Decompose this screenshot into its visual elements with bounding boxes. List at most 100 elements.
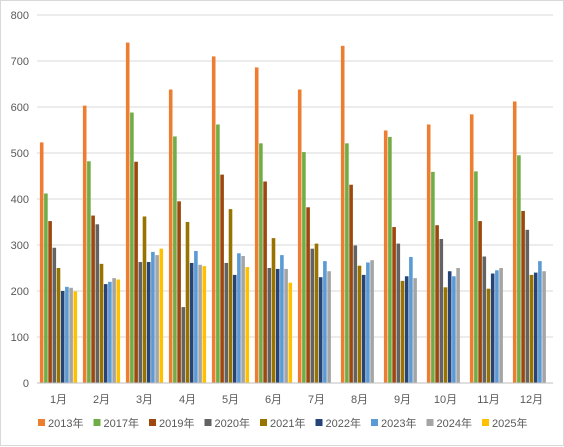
bar — [538, 261, 542, 383]
bar — [228, 209, 233, 383]
bar — [345, 143, 349, 383]
bar — [533, 272, 538, 383]
bar — [490, 273, 495, 383]
bar — [499, 268, 503, 383]
x-tick-label: 8月 — [351, 394, 368, 406]
legend: 2013年 2017年 2019年 2020年 2021年 2022年 2023年 2024年… — [38, 416, 527, 430]
legend-label: 2023年 — [381, 416, 416, 430]
bar — [155, 255, 159, 383]
bar — [318, 277, 323, 383]
bar — [323, 261, 327, 383]
bars — [39, 42, 546, 384]
bar — [254, 67, 259, 383]
legend-label: 2022年 — [326, 416, 361, 430]
bar — [267, 268, 272, 383]
bar — [112, 278, 116, 383]
bar — [542, 271, 546, 383]
bar — [452, 276, 456, 383]
bar — [224, 262, 229, 383]
bar — [361, 274, 366, 383]
bar — [521, 210, 525, 383]
bar — [426, 124, 431, 383]
legend-label: 2020年 — [215, 416, 250, 430]
bar — [383, 130, 388, 383]
x-tick-label: 6月 — [265, 394, 282, 406]
bar — [271, 238, 276, 383]
y-tick-label: 200 — [11, 286, 29, 298]
bar — [306, 207, 310, 383]
bar — [39, 142, 44, 383]
bar — [314, 243, 319, 383]
y-tick-label: 800 — [11, 10, 29, 22]
legend-item: 2013年 — [38, 416, 83, 430]
bar — [125, 42, 130, 383]
x-tick-label: 2月 — [93, 394, 110, 406]
bar — [447, 271, 452, 383]
x-tick-label: 7月 — [308, 394, 325, 406]
bar — [439, 239, 444, 383]
bar — [388, 136, 392, 383]
bar — [409, 256, 413, 383]
bar — [138, 262, 143, 383]
legend-item: 2019年 — [149, 416, 194, 430]
bar — [116, 279, 121, 383]
legend-item: 2022年 — [315, 416, 361, 430]
bar — [56, 268, 61, 383]
bar — [478, 221, 482, 383]
bar — [435, 225, 439, 383]
bar — [220, 174, 224, 383]
bar — [259, 143, 263, 383]
legend-swatch — [260, 419, 267, 426]
x-tick-label: 10月 — [434, 394, 457, 406]
legend-swatch — [315, 419, 323, 426]
bar — [353, 245, 358, 383]
bar — [99, 263, 104, 383]
bar — [65, 286, 69, 383]
bar — [159, 248, 164, 383]
bar — [87, 161, 91, 383]
bar — [146, 262, 151, 383]
bar — [168, 89, 173, 384]
gridlines — [37, 14, 553, 338]
bar — [357, 265, 362, 383]
legend-label: 2013年 — [48, 416, 83, 430]
bar — [103, 284, 108, 383]
bar — [482, 256, 487, 383]
legend-item: 2025年 — [482, 416, 527, 430]
bar — [525, 229, 530, 383]
x-tick-label: 11月 — [477, 394, 499, 406]
bar — [60, 291, 65, 383]
bar — [529, 274, 534, 383]
bar — [198, 264, 202, 383]
bar — [202, 266, 207, 383]
bar — [456, 268, 460, 383]
bar — [486, 288, 491, 383]
bar — [69, 287, 73, 383]
bar — [185, 222, 190, 383]
y-tick-label: 500 — [11, 148, 29, 160]
bar — [48, 221, 52, 383]
bar — [404, 276, 409, 383]
bar — [151, 251, 155, 383]
x-tick-label: 5月 — [222, 394, 239, 406]
bar — [232, 274, 237, 383]
bar — [297, 89, 302, 384]
legend-label: 2019年 — [159, 416, 194, 430]
bar — [469, 114, 474, 384]
bar — [400, 280, 405, 383]
bar — [194, 250, 198, 383]
bar — [142, 216, 147, 383]
y-tick-label: 0 — [23, 378, 29, 390]
bar — [95, 224, 100, 383]
legend-swatch — [482, 419, 489, 426]
legend-label: 2017年 — [104, 416, 139, 430]
bar — [108, 281, 112, 383]
bar — [396, 243, 401, 383]
bar — [216, 124, 220, 383]
bar — [474, 171, 478, 383]
bar — [495, 270, 499, 383]
y-tick-label: 100 — [11, 332, 29, 344]
bar — [177, 201, 181, 383]
